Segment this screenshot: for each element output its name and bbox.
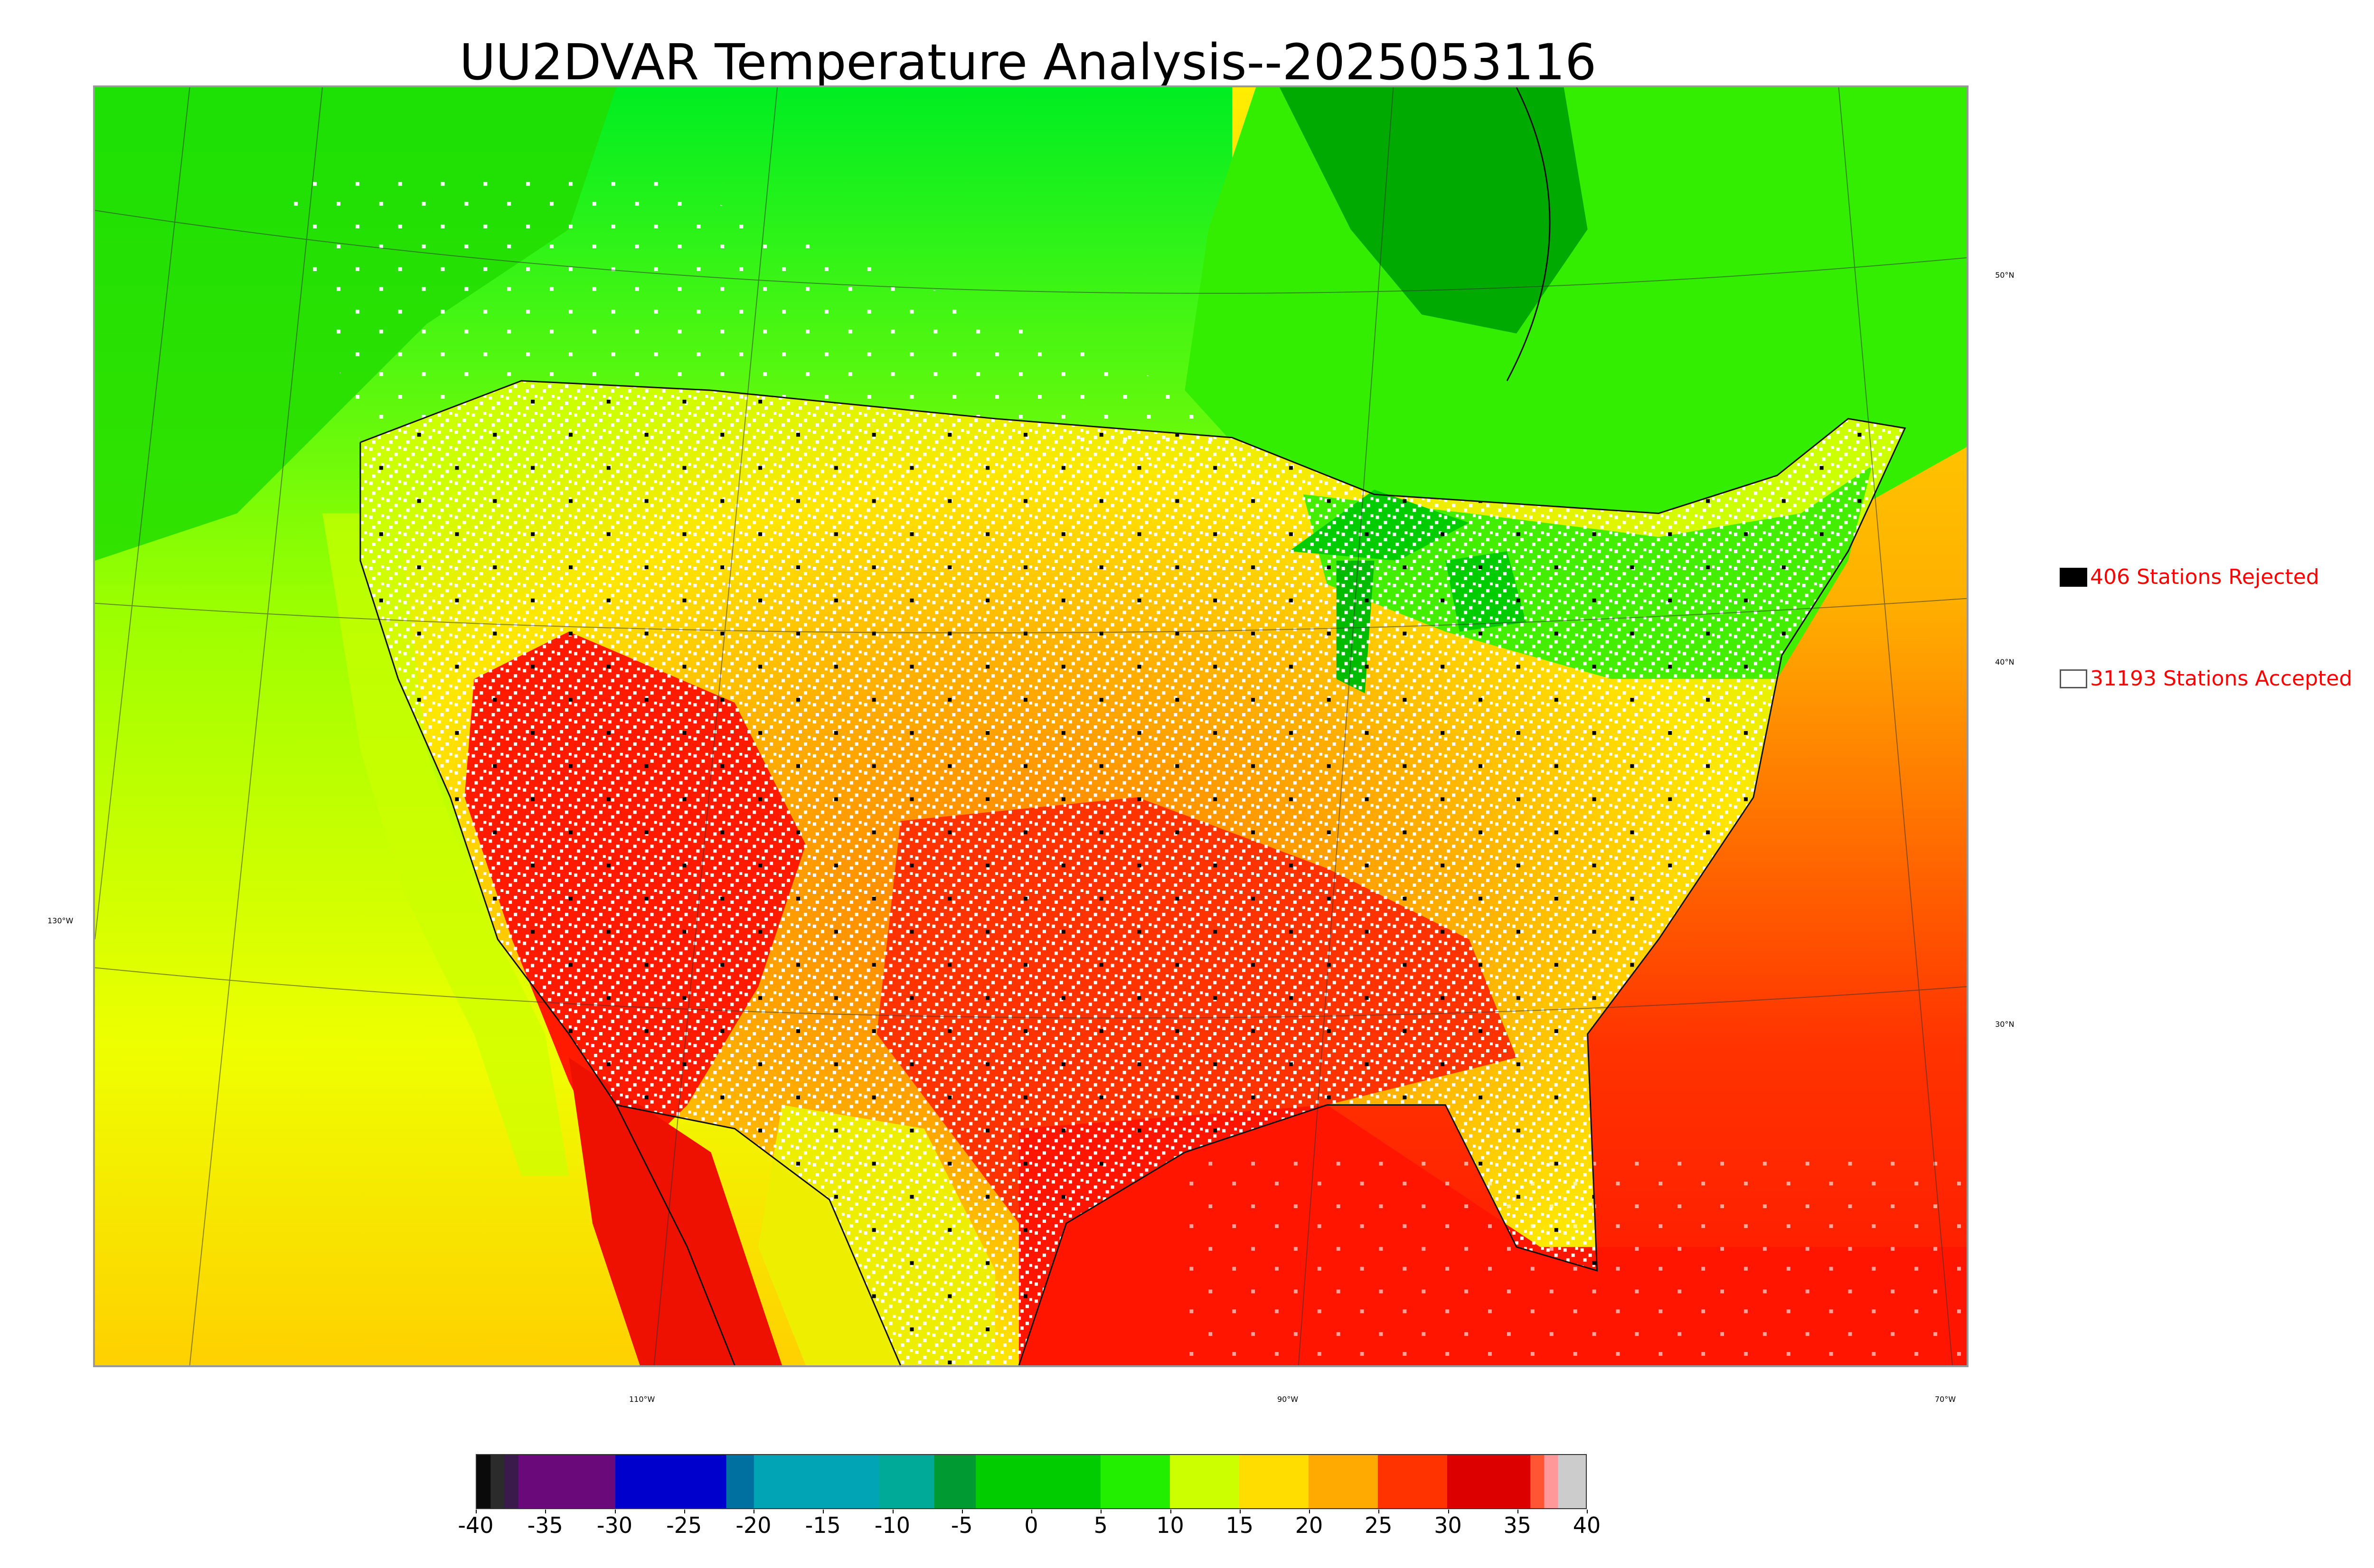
colorbar-segment bbox=[504, 1455, 519, 1508]
colorbar-tick-mark bbox=[1309, 1510, 1310, 1513]
colorbar-segment bbox=[726, 1455, 754, 1508]
colorbar-segment bbox=[1239, 1455, 1309, 1508]
colorbar-tick-mark bbox=[961, 1510, 963, 1513]
colorbar-tick-label: -40 bbox=[458, 1512, 494, 1538]
colorbar-tick-mark bbox=[614, 1510, 616, 1513]
colorbar-segment bbox=[1378, 1455, 1448, 1508]
colorbar-tick-mark bbox=[545, 1510, 546, 1513]
colorbar-segment bbox=[934, 1455, 976, 1508]
graticule bbox=[95, 87, 1967, 1365]
lon-label-130: 130°W bbox=[47, 916, 74, 925]
temperature-map bbox=[93, 85, 1969, 1367]
rejected-label: 406 Stations Rejected bbox=[2090, 565, 2319, 589]
colorbar-tick-label: -5 bbox=[951, 1512, 973, 1538]
colorbar-tick-mark bbox=[892, 1510, 894, 1513]
colorbar-segment bbox=[878, 1455, 935, 1508]
lon-label-70: 70°W bbox=[1935, 1395, 1956, 1404]
lon-label-110: 110°W bbox=[629, 1395, 655, 1404]
colorbar-segment bbox=[1530, 1455, 1545, 1508]
colorbar-tick-mark bbox=[1031, 1510, 1032, 1513]
lat-label-30: 30°N bbox=[1995, 1020, 2015, 1029]
colorbar-tick-label: -25 bbox=[666, 1512, 702, 1538]
lon-label-90: 90°W bbox=[1277, 1395, 1299, 1404]
colorbar-tick-label: 20 bbox=[1295, 1512, 1323, 1538]
coastlines bbox=[359, 87, 1906, 1365]
colorbar-tick-label: 35 bbox=[1503, 1512, 1532, 1538]
colorbar-segment bbox=[1544, 1455, 1559, 1508]
lat-label-40: 40°N bbox=[1995, 657, 2015, 667]
temperature-colorbar bbox=[476, 1454, 1587, 1509]
colorbar-tick-label: -20 bbox=[735, 1512, 772, 1538]
colorbar-tick-mark bbox=[1170, 1510, 1171, 1513]
colorbar-tick-mark bbox=[476, 1510, 477, 1513]
colorbar-tick-label: 15 bbox=[1225, 1512, 1254, 1538]
colorbar-tick-label: -35 bbox=[527, 1512, 563, 1538]
colorbar-tick-mark bbox=[1587, 1510, 1588, 1513]
colorbar-tick-mark bbox=[1239, 1510, 1241, 1513]
colorbar-tick-label: 30 bbox=[1434, 1512, 1462, 1538]
colorbar-tick-mark bbox=[1378, 1510, 1380, 1513]
colorbar-segment bbox=[1170, 1455, 1240, 1508]
colorbar-segment bbox=[518, 1455, 616, 1508]
colorbar-segment bbox=[976, 1455, 1101, 1508]
colorbar-tick-mark bbox=[1448, 1510, 1449, 1513]
rejected-swatch bbox=[2060, 567, 2087, 587]
colorbar-tick-label: -10 bbox=[874, 1512, 911, 1538]
map-title: UU2DVAR Temperature Analysis--2025053116 bbox=[459, 33, 1597, 91]
accepted-label: 31193 Stations Accepted bbox=[2090, 667, 2353, 691]
rejected-stations bbox=[360, 381, 1905, 1365]
colorbar-tick-mark bbox=[823, 1510, 824, 1513]
colorbar-tick-label: 25 bbox=[1364, 1512, 1393, 1538]
lat-label-50: 50°N bbox=[1995, 271, 2015, 280]
accepted-swatch bbox=[2060, 669, 2087, 688]
colorbar-tick-mark bbox=[1101, 1510, 1102, 1513]
legend-accepted: 31193 Stations Accepted bbox=[2060, 667, 2352, 691]
colorbar-tick-mark bbox=[1517, 1510, 1518, 1513]
colorbar-tick-label: -30 bbox=[596, 1512, 633, 1538]
colorbar-segment bbox=[1101, 1455, 1170, 1508]
colorbar-segment bbox=[1558, 1455, 1586, 1508]
colorbar-tick-label: 0 bbox=[1024, 1512, 1038, 1538]
temperature-field bbox=[95, 87, 1967, 1365]
colorbar-segment bbox=[477, 1455, 491, 1508]
colorbar-segment bbox=[754, 1455, 879, 1508]
colorbar-segment bbox=[615, 1455, 727, 1508]
colorbar-tick-label: 10 bbox=[1156, 1512, 1184, 1538]
colorbar-tick-mark bbox=[684, 1510, 685, 1513]
colorbar-segment bbox=[1309, 1455, 1378, 1508]
colorbar-segment bbox=[1447, 1455, 1531, 1508]
colorbar-tick-label: 40 bbox=[1573, 1512, 1601, 1538]
colorbar-tick-label: 5 bbox=[1093, 1512, 1108, 1538]
colorbar-segment bbox=[490, 1455, 505, 1508]
colorbar-tick-label: -15 bbox=[805, 1512, 841, 1538]
legend-rejected: 406 Stations Rejected bbox=[2060, 565, 2319, 589]
